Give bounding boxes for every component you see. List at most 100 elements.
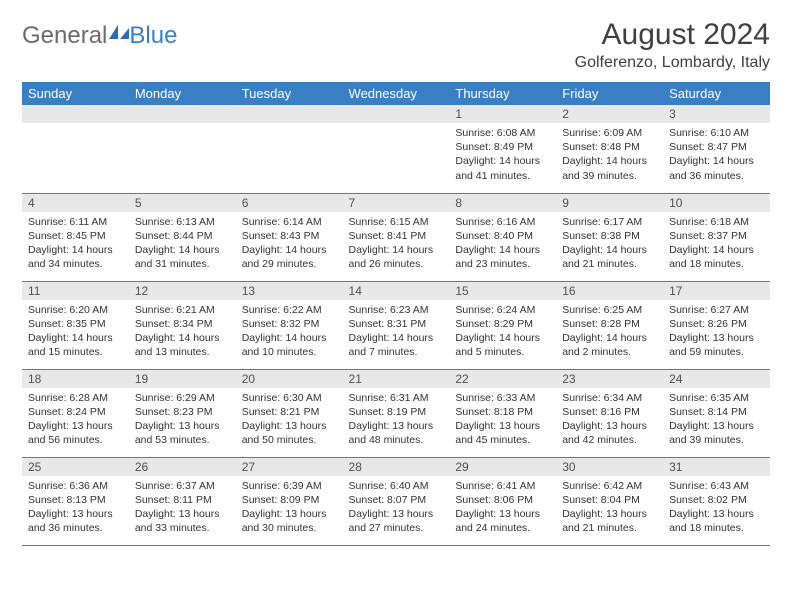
- sunset-text: Sunset: 8:02 PM: [669, 493, 764, 507]
- day-cell: 6Sunrise: 6:14 AMSunset: 8:43 PMDaylight…: [236, 193, 343, 281]
- day-info: Sunrise: 6:20 AMSunset: 8:35 PMDaylight:…: [22, 300, 129, 364]
- daylight-text: Daylight: 13 hours and 42 minutes.: [562, 419, 657, 447]
- sunrise-text: Sunrise: 6:27 AM: [669, 303, 764, 317]
- day-number: 16: [556, 282, 663, 300]
- day-info: Sunrise: 6:15 AMSunset: 8:41 PMDaylight:…: [343, 212, 450, 276]
- day-cell: 30Sunrise: 6:42 AMSunset: 8:04 PMDayligh…: [556, 457, 663, 545]
- day-number: 19: [129, 370, 236, 388]
- day-info: Sunrise: 6:13 AMSunset: 8:44 PMDaylight:…: [129, 212, 236, 276]
- sunset-text: Sunset: 8:11 PM: [135, 493, 230, 507]
- sunrise-text: Sunrise: 6:37 AM: [135, 479, 230, 493]
- sunset-text: Sunset: 8:40 PM: [455, 229, 550, 243]
- sunrise-text: Sunrise: 6:11 AM: [28, 215, 123, 229]
- day-number: 22: [449, 370, 556, 388]
- sunrise-text: Sunrise: 6:08 AM: [455, 126, 550, 140]
- sunrise-text: Sunrise: 6:43 AM: [669, 479, 764, 493]
- day-info: Sunrise: 6:10 AMSunset: 8:47 PMDaylight:…: [663, 123, 770, 187]
- daylight-text: Daylight: 14 hours and 5 minutes.: [455, 331, 550, 359]
- daylight-text: Daylight: 13 hours and 24 minutes.: [455, 507, 550, 535]
- title-block: August 2024 Golferenzo, Lombardy, Italy: [575, 18, 770, 72]
- day-cell: 3Sunrise: 6:10 AMSunset: 8:47 PMDaylight…: [663, 105, 770, 193]
- day-cell: 10Sunrise: 6:18 AMSunset: 8:37 PMDayligh…: [663, 193, 770, 281]
- sunrise-text: Sunrise: 6:35 AM: [669, 391, 764, 405]
- sunset-text: Sunset: 8:29 PM: [455, 317, 550, 331]
- sunset-text: Sunset: 8:18 PM: [455, 405, 550, 419]
- day-cell: 18Sunrise: 6:28 AMSunset: 8:24 PMDayligh…: [22, 369, 129, 457]
- daylight-text: Daylight: 14 hours and 29 minutes.: [242, 243, 337, 271]
- daylight-text: Daylight: 14 hours and 26 minutes.: [349, 243, 444, 271]
- daylight-text: Daylight: 13 hours and 59 minutes.: [669, 331, 764, 359]
- daylight-text: Daylight: 13 hours and 36 minutes.: [28, 507, 123, 535]
- daylight-text: Daylight: 13 hours and 33 minutes.: [135, 507, 230, 535]
- day-info: Sunrise: 6:17 AMSunset: 8:38 PMDaylight:…: [556, 212, 663, 276]
- day-number: 11: [22, 282, 129, 300]
- sunrise-text: Sunrise: 6:09 AM: [562, 126, 657, 140]
- week-row: 4Sunrise: 6:11 AMSunset: 8:45 PMDaylight…: [22, 193, 770, 281]
- day-number: 17: [663, 282, 770, 300]
- day-header-row: Sunday Monday Tuesday Wednesday Thursday…: [22, 82, 770, 105]
- daylight-text: Daylight: 14 hours and 15 minutes.: [28, 331, 123, 359]
- sunrise-text: Sunrise: 6:18 AM: [669, 215, 764, 229]
- sunset-text: Sunset: 8:26 PM: [669, 317, 764, 331]
- sunrise-text: Sunrise: 6:17 AM: [562, 215, 657, 229]
- day-number: 3: [663, 105, 770, 123]
- daylight-text: Daylight: 14 hours and 31 minutes.: [135, 243, 230, 271]
- col-saturday: Saturday: [663, 82, 770, 105]
- calendar-table: Sunday Monday Tuesday Wednesday Thursday…: [22, 82, 770, 546]
- sunrise-text: Sunrise: 6:15 AM: [349, 215, 444, 229]
- day-cell: [343, 105, 450, 193]
- week-row: 18Sunrise: 6:28 AMSunset: 8:24 PMDayligh…: [22, 369, 770, 457]
- day-info: Sunrise: 6:23 AMSunset: 8:31 PMDaylight:…: [343, 300, 450, 364]
- logo: General Blue: [22, 18, 177, 50]
- daylight-text: Daylight: 13 hours and 30 minutes.: [242, 507, 337, 535]
- sunset-text: Sunset: 8:19 PM: [349, 405, 444, 419]
- day-number: 2: [556, 105, 663, 123]
- day-info: Sunrise: 6:08 AMSunset: 8:49 PMDaylight:…: [449, 123, 556, 187]
- day-number: 7: [343, 194, 450, 212]
- day-info: Sunrise: 6:18 AMSunset: 8:37 PMDaylight:…: [663, 212, 770, 276]
- sunset-text: Sunset: 8:41 PM: [349, 229, 444, 243]
- sunset-text: Sunset: 8:28 PM: [562, 317, 657, 331]
- col-sunday: Sunday: [22, 82, 129, 105]
- daylight-text: Daylight: 13 hours and 53 minutes.: [135, 419, 230, 447]
- sunrise-text: Sunrise: 6:39 AM: [242, 479, 337, 493]
- day-cell: 26Sunrise: 6:37 AMSunset: 8:11 PMDayligh…: [129, 457, 236, 545]
- day-cell: 23Sunrise: 6:34 AMSunset: 8:16 PMDayligh…: [556, 369, 663, 457]
- day-info: Sunrise: 6:36 AMSunset: 8:13 PMDaylight:…: [22, 476, 129, 540]
- day-cell: 22Sunrise: 6:33 AMSunset: 8:18 PMDayligh…: [449, 369, 556, 457]
- daylight-text: Daylight: 14 hours and 23 minutes.: [455, 243, 550, 271]
- day-cell: 12Sunrise: 6:21 AMSunset: 8:34 PMDayligh…: [129, 281, 236, 369]
- day-cell: 13Sunrise: 6:22 AMSunset: 8:32 PMDayligh…: [236, 281, 343, 369]
- day-info: Sunrise: 6:27 AMSunset: 8:26 PMDaylight:…: [663, 300, 770, 364]
- day-info: Sunrise: 6:41 AMSunset: 8:06 PMDaylight:…: [449, 476, 556, 540]
- sunset-text: Sunset: 8:23 PM: [135, 405, 230, 419]
- daylight-text: Daylight: 13 hours and 27 minutes.: [349, 507, 444, 535]
- sunrise-text: Sunrise: 6:25 AM: [562, 303, 657, 317]
- day-cell: 28Sunrise: 6:40 AMSunset: 8:07 PMDayligh…: [343, 457, 450, 545]
- day-number: 21: [343, 370, 450, 388]
- day-info: Sunrise: 6:25 AMSunset: 8:28 PMDaylight:…: [556, 300, 663, 364]
- day-cell: 25Sunrise: 6:36 AMSunset: 8:13 PMDayligh…: [22, 457, 129, 545]
- day-cell: [236, 105, 343, 193]
- sunset-text: Sunset: 8:09 PM: [242, 493, 337, 507]
- day-cell: 31Sunrise: 6:43 AMSunset: 8:02 PMDayligh…: [663, 457, 770, 545]
- day-cell: 29Sunrise: 6:41 AMSunset: 8:06 PMDayligh…: [449, 457, 556, 545]
- logo-text-1: General: [22, 22, 107, 50]
- sunset-text: Sunset: 8:06 PM: [455, 493, 550, 507]
- day-cell: 14Sunrise: 6:23 AMSunset: 8:31 PMDayligh…: [343, 281, 450, 369]
- sunset-text: Sunset: 8:48 PM: [562, 140, 657, 154]
- day-number: 12: [129, 282, 236, 300]
- day-number: 14: [343, 282, 450, 300]
- day-number: 6: [236, 194, 343, 212]
- day-number: 5: [129, 194, 236, 212]
- daylight-text: Daylight: 14 hours and 36 minutes.: [669, 154, 764, 182]
- day-info: Sunrise: 6:35 AMSunset: 8:14 PMDaylight:…: [663, 388, 770, 452]
- sunrise-text: Sunrise: 6:10 AM: [669, 126, 764, 140]
- day-number: 1: [449, 105, 556, 123]
- col-wednesday: Wednesday: [343, 82, 450, 105]
- day-info: Sunrise: 6:21 AMSunset: 8:34 PMDaylight:…: [129, 300, 236, 364]
- daylight-text: Daylight: 13 hours and 39 minutes.: [669, 419, 764, 447]
- day-info: Sunrise: 6:30 AMSunset: 8:21 PMDaylight:…: [236, 388, 343, 452]
- day-info: Sunrise: 6:31 AMSunset: 8:19 PMDaylight:…: [343, 388, 450, 452]
- day-info: Sunrise: 6:37 AMSunset: 8:11 PMDaylight:…: [129, 476, 236, 540]
